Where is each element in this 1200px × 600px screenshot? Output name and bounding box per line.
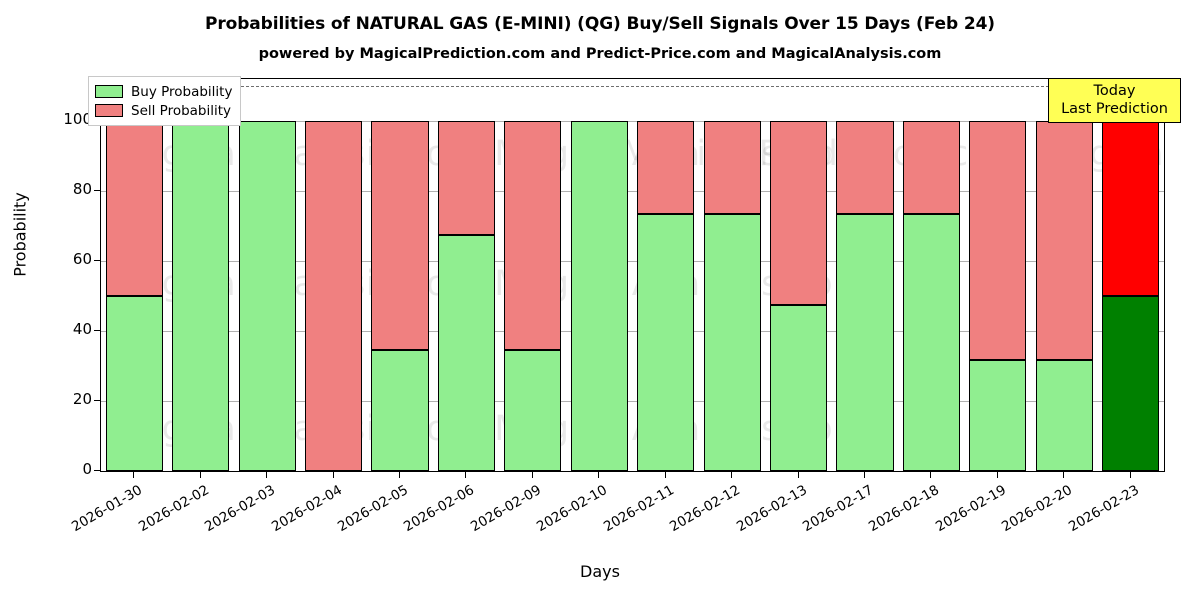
bar-group: [1102, 79, 1160, 471]
bar-group: [504, 79, 562, 471]
bar-group: [902, 79, 961, 471]
x-tick-mark: [864, 472, 866, 478]
bar-segment-sell: [637, 121, 695, 215]
bar-group: [437, 79, 495, 471]
y-tick-mark: [94, 470, 100, 471]
bar-segment-sell: [1102, 121, 1160, 296]
x-tick-mark: [199, 472, 201, 478]
bar-series: [101, 79, 1164, 471]
y-tick-label: 20: [72, 390, 92, 408]
bar-segment-buy: [1102, 296, 1160, 471]
legend-swatch-sell: [95, 104, 123, 117]
gridline: [101, 121, 1164, 122]
y-tick-mark: [94, 400, 100, 401]
bar-segment-buy: [770, 305, 828, 471]
bar-segment-sell: [836, 121, 894, 215]
bar-segment-sell: [304, 121, 363, 471]
gridline: [101, 331, 1164, 332]
legend-label-sell: Sell Probability: [131, 102, 232, 119]
x-tick-mark: [332, 472, 334, 478]
x-axis-label: Days: [580, 562, 620, 581]
y-tick-mark: [94, 260, 100, 261]
bar-segment-buy: [902, 214, 961, 471]
bar-segment-sell: [504, 121, 562, 350]
legend-swatch-buy: [95, 85, 123, 98]
last-prediction-label: Last Prediction: [1061, 101, 1168, 117]
bar-group: [238, 79, 296, 471]
bar-group: [969, 79, 1027, 471]
bar-segment-buy: [1035, 360, 1093, 471]
gridline: [101, 261, 1164, 262]
x-tick-mark: [664, 472, 666, 478]
bar-segment-buy: [570, 121, 628, 471]
today-annotation: Today Last Prediction: [1048, 78, 1181, 123]
x-tick-mark: [133, 472, 135, 478]
bar-group: [105, 79, 163, 471]
bar-group: [172, 79, 230, 471]
gridline: [101, 191, 1164, 192]
bar-segment-buy: [105, 296, 163, 471]
bar-segment-buy: [371, 349, 429, 471]
bar-group: [836, 79, 894, 471]
y-tick-label: 60: [72, 250, 92, 268]
y-tick-label: 40: [72, 320, 92, 338]
bar-segment-sell: [969, 121, 1027, 361]
bar-segment-sell: [371, 121, 429, 350]
x-tick-mark: [398, 472, 400, 478]
y-tick-label: 80: [72, 180, 92, 198]
today-label: Today: [1093, 83, 1136, 99]
x-tick-mark: [1129, 472, 1131, 478]
bar-segment-buy: [836, 214, 894, 471]
plot-area: MagicalAnalysis.com MagicalAnalysis.comM…: [100, 78, 1165, 472]
bar-segment-buy: [703, 214, 761, 471]
x-tick-mark: [930, 472, 932, 478]
chart-subtitle: powered by MagicalPrediction.com and Pre…: [258, 46, 942, 62]
bar-group: [1035, 79, 1093, 471]
gridline: [101, 401, 1164, 402]
y-tick-mark: [94, 330, 100, 331]
bar-segment-sell: [1035, 121, 1093, 361]
bar-segment-sell: [770, 121, 828, 306]
legend-item-sell: Sell Probability: [95, 101, 232, 120]
bar-group: [637, 79, 695, 471]
x-tick-mark: [266, 472, 268, 478]
y-tick-label: 0: [82, 460, 92, 478]
bar-segment-sell: [105, 121, 163, 296]
x-tick-mark: [465, 472, 467, 478]
bar-group: [304, 79, 363, 471]
bar-segment-buy: [172, 121, 230, 471]
legend-item-buy: Buy Probability: [95, 82, 232, 101]
x-tick-mark: [731, 472, 733, 478]
x-tick-mark: [797, 472, 799, 478]
bar-segment-buy: [238, 121, 296, 471]
x-tick-mark: [598, 472, 600, 478]
legend-label-buy: Buy Probability: [131, 83, 233, 100]
bar-group: [703, 79, 761, 471]
x-tick-mark: [996, 472, 998, 478]
chart-title: Probabilities of NATURAL GAS (E-MINI) (Q…: [205, 14, 995, 34]
y-tick-label: 100: [63, 110, 92, 128]
bar-segment-buy: [437, 235, 495, 471]
bar-segment-sell: [902, 121, 961, 215]
y-tick-mark: [94, 190, 100, 191]
bar-segment-buy: [969, 360, 1027, 471]
bar-segment-buy: [637, 214, 695, 471]
bar-segment-sell: [703, 121, 761, 215]
bar-segment-buy: [504, 349, 562, 471]
x-tick-mark: [531, 472, 533, 478]
reference-line: [101, 86, 1164, 87]
legend: Buy Probability Sell Probability: [88, 76, 242, 126]
bar-group: [371, 79, 429, 471]
x-tick-mark: [1063, 472, 1065, 478]
bar-group: [770, 79, 828, 471]
bar-segment-sell: [437, 121, 495, 236]
bar-group: [570, 79, 628, 471]
